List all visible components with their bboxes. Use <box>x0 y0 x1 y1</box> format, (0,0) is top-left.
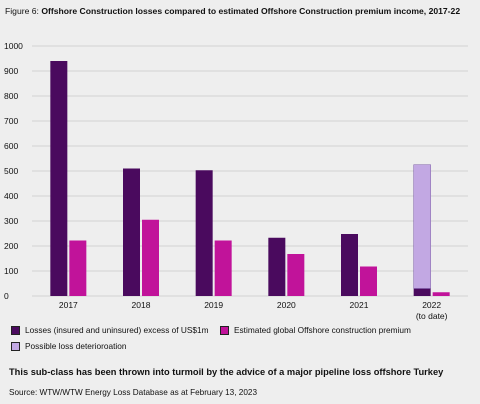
bar-losses <box>123 168 140 296</box>
bar-losses <box>413 288 431 296</box>
bar-losses <box>195 170 213 296</box>
bar-premium <box>360 266 377 296</box>
y-tick-label: 700 <box>4 116 18 126</box>
bar-losses <box>341 234 358 296</box>
x-tick-label: 2018 <box>132 300 151 310</box>
legend-item-losses: Losses (insured and uninsured) excess of… <box>11 325 209 335</box>
x-tick-label: 2017 <box>59 300 78 310</box>
bar-premium <box>214 240 232 296</box>
figure-label: Figure 6: <box>5 6 42 16</box>
y-tick-label: 400 <box>4 191 18 201</box>
legend-swatch-losses <box>11 325 20 335</box>
y-tick-label: 500 <box>4 166 18 176</box>
grid-lines <box>32 45 468 297</box>
y-tick-label: 200 <box>4 241 18 251</box>
x-tick-label: 2021 <box>350 300 369 310</box>
bar-premium <box>287 254 305 296</box>
y-tick-label: 600 <box>4 141 18 151</box>
bar-premium <box>432 292 450 296</box>
bar-premium <box>142 219 159 296</box>
y-axis-ticks: 0 100 200 300 400 500 600 700 800 900 1000 <box>4 41 23 301</box>
legend-label-deterioration: Possible loss deterioroation <box>25 341 127 351</box>
y-tick-label: 0 <box>4 291 9 301</box>
x-tick-label: 2020 <box>277 300 296 310</box>
figure-title-text: Offshore Construction losses compared to… <box>41 6 461 16</box>
bar-deterioration <box>413 164 431 289</box>
bar-losses <box>50 61 68 296</box>
bars <box>50 61 450 296</box>
y-tick-label: 1000 <box>4 41 23 51</box>
y-tick-label: 300 <box>4 216 18 226</box>
x-axis-ticks: 2017 2018 2019 2020 2021 2022(to date) <box>59 300 448 321</box>
legend-item-deterioration: Possible loss deterioroation <box>11 341 126 351</box>
legend-swatch-deterioration <box>11 341 20 351</box>
legend-swatch-premium <box>220 325 229 335</box>
y-tick-label: 100 <box>4 266 18 276</box>
figure-title: Figure 6: Offshore Construction losses c… <box>5 6 460 16</box>
legend-label-premium: Estimated global Offshore construction p… <box>234 325 411 335</box>
x-tick-label: 2022 <box>422 300 441 310</box>
x-tick-label: 2019 <box>204 300 223 310</box>
bar-premium <box>69 240 87 296</box>
caption: This sub-class has been thrown into turm… <box>9 367 444 377</box>
bar-losses <box>268 237 286 296</box>
legend-label-losses: Losses (insured and uninsured) excess of… <box>25 325 209 335</box>
y-tick-label: 900 <box>4 66 18 76</box>
y-tick-label: 800 <box>4 91 18 101</box>
x-tick-sublabel: (to date) <box>416 311 448 321</box>
legend-item-premium: Estimated global Offshore construction p… <box>220 325 411 335</box>
source-note: Source: WTW/WTW Energy Loss Database as … <box>9 388 257 397</box>
